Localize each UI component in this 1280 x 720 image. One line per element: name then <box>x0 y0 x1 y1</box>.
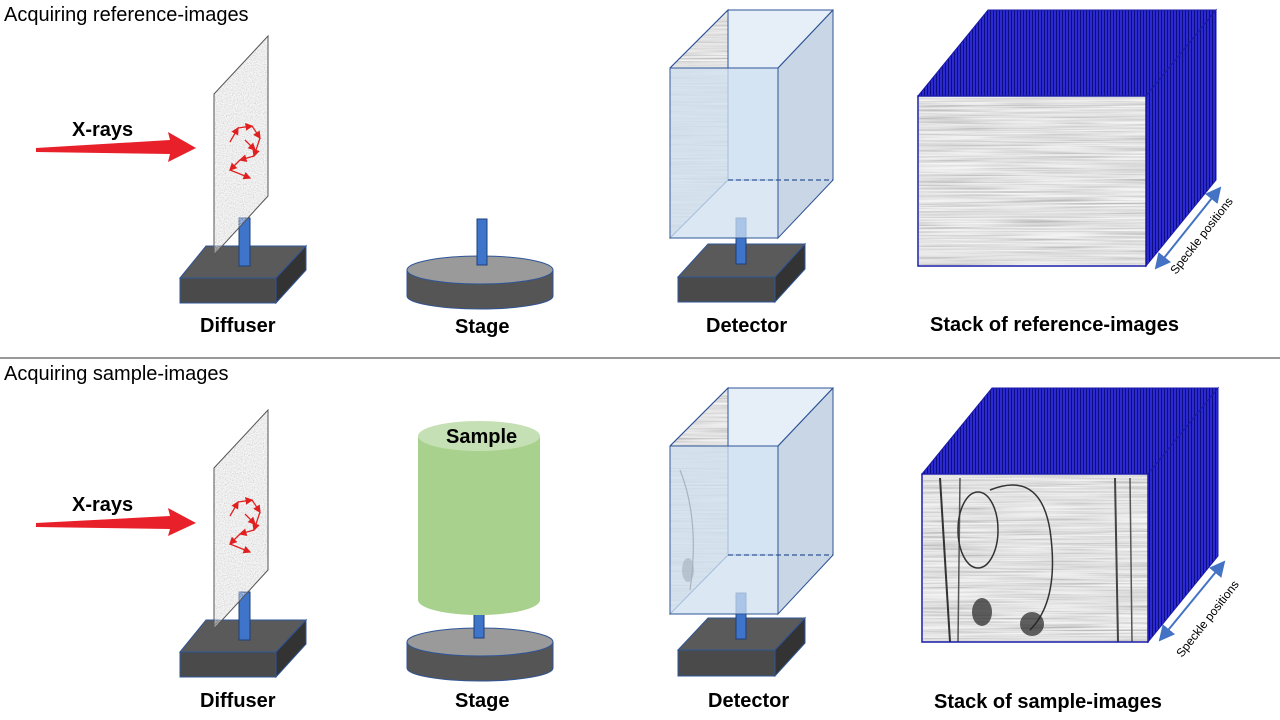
reference-image-stack <box>916 8 1218 268</box>
diffuser-label: Diffuser <box>200 315 276 337</box>
sample-image-stack <box>920 386 1220 644</box>
detector-label: Detector <box>708 690 789 712</box>
speckle-path-arrows <box>229 497 261 554</box>
sample-stack-label: Stack of sample-images <box>934 691 1162 713</box>
diffuser-plate <box>213 408 269 631</box>
stage-label: Stage <box>455 316 509 338</box>
sample-section: Acquiring sample-images X-rays <box>4 363 1242 713</box>
xray-arrow <box>36 508 196 536</box>
sample-label: Sample <box>446 426 517 448</box>
xray-label: X-rays <box>72 119 133 141</box>
reference-stack-label: Stack of reference-images <box>930 314 1179 336</box>
speckle-positions-arrow <box>1154 186 1222 270</box>
xray-arrow <box>36 132 196 162</box>
detector <box>669 386 834 678</box>
sample-cylinder <box>418 421 540 615</box>
stage <box>406 255 554 310</box>
detector-label: Detector <box>706 315 787 337</box>
stage-label: Stage <box>455 690 509 712</box>
diffuser-label: Diffuser <box>200 690 276 712</box>
reference-section: Acquiring reference-images X-rays <box>4 4 1236 338</box>
speckle-positions-arrow <box>1158 560 1226 642</box>
detector <box>669 8 834 304</box>
reference-section-title: Acquiring reference-images <box>4 4 249 26</box>
xray-label: X-rays <box>72 494 133 516</box>
stage-post <box>476 218 488 266</box>
speckle-path-arrows <box>229 123 261 180</box>
stage <box>406 627 554 682</box>
sample-section-title: Acquiring sample-images <box>4 363 229 385</box>
diffuser-plate <box>213 34 269 257</box>
